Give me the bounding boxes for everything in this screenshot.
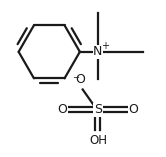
- Text: O: O: [128, 103, 138, 116]
- Text: S: S: [94, 103, 102, 116]
- Text: OH: OH: [89, 134, 107, 147]
- Text: −: −: [72, 73, 79, 82]
- Text: +: +: [101, 41, 109, 51]
- Text: O: O: [75, 73, 85, 86]
- Text: O: O: [58, 103, 68, 116]
- Text: N: N: [93, 45, 103, 58]
